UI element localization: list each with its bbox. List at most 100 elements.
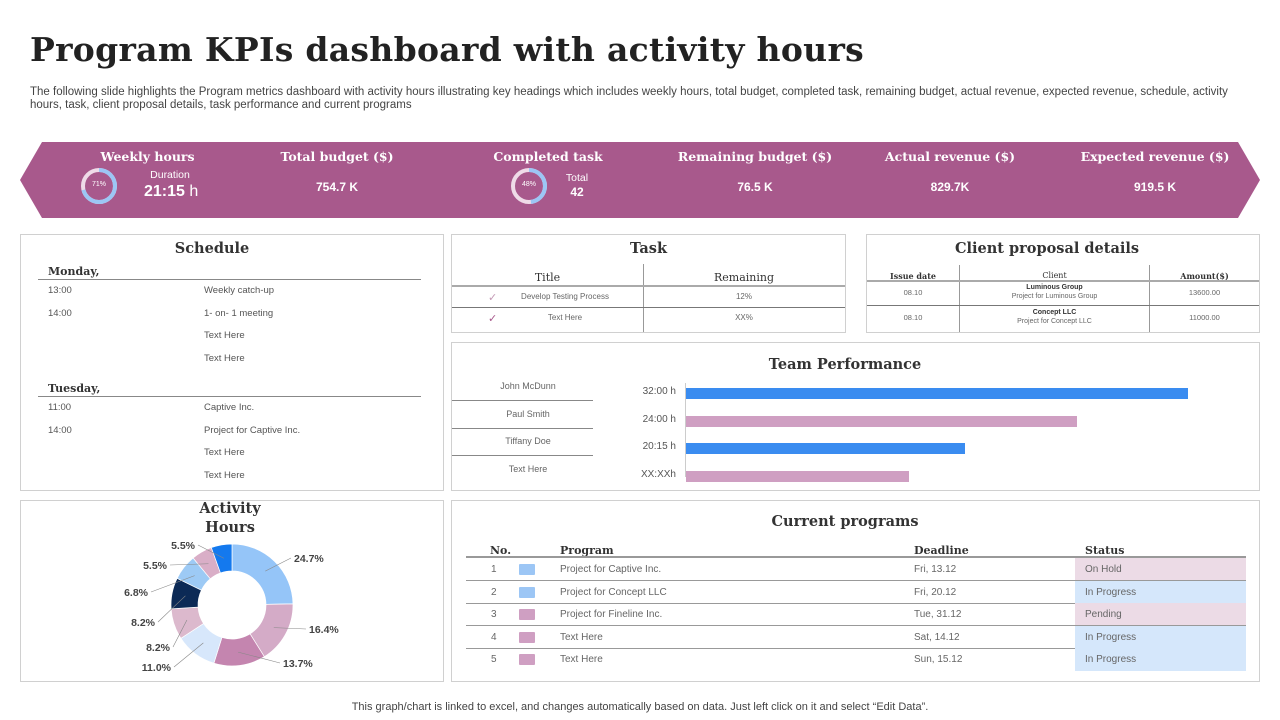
schedule-time: 14:00 [48,307,72,319]
donut-leader-line [157,595,186,623]
program-no: 4 [491,631,497,643]
team-bar-label: XX:XXh [640,468,676,480]
task-row-title[interactable]: Develop Testing Process [521,292,609,301]
kpi-banner [20,142,1260,218]
donut-data-label: 5.5% [171,540,196,552]
client-header-amount: Amount($) [1180,271,1229,281]
donut-data-label: 16.4% [309,624,339,636]
donut-leader-line [265,557,292,572]
duration-value: 21:15 h [144,183,198,201]
program-deadline: Tue, 31.12 [914,609,962,620]
briefcase-icon [519,609,535,620]
total-label: Total [565,172,589,184]
program-deadline: Fri, 20.12 [914,586,957,598]
briefcase-icon [519,586,535,598]
client-row-name: Concept LLC [1032,309,1077,316]
team-member-name: John McDunn [500,381,556,391]
team-bar-label: 24:00 h [642,413,676,425]
page-title: Program KPIs dashboard with activity hou… [30,30,865,69]
briefcase-icon [519,654,535,665]
client-proposal-panel [866,234,1260,333]
kpi-actual-revenue-label: Actual revenue ($) [884,149,1016,164]
total-value: 42 [570,185,584,199]
schedule-item[interactable]: Text Here [204,352,245,364]
kpi-expected-revenue-value: 919.5 K [1133,180,1177,194]
status-badge: In Progress [1085,631,1137,643]
status-badge: In Progress [1085,586,1137,598]
kpi-weekly-hours-label: Weekly hours [100,149,195,164]
weekly-hours-ring-label: 71% [91,181,106,188]
client-header-date: Issue date [889,271,936,281]
current-programs-title: Current programs [771,513,919,530]
kpi-expected-revenue-label: Expected revenue ($) [1080,149,1230,164]
schedule-item[interactable]: Text Here [204,330,245,341]
status-badge: On Hold [1085,564,1122,575]
donut-data-label: 11.0% [142,662,172,674]
program-name[interactable]: Text Here [560,631,603,643]
program-no: 1 [491,564,497,575]
schedule-item[interactable]: Weekly catch-up [204,285,275,296]
donut-leader-line [197,544,224,559]
activity-hours-donut: 24.7% 16.4% 13.7% 11.0% 8.2% 8.2% 6.8% 5.5%5.5% [124,540,339,674]
program-no: 5 [491,654,497,665]
schedule-item[interactable]: 1- on- 1 meeting [204,307,274,319]
donut-leader-line [273,627,307,630]
task-row-remaining: XX% [735,313,753,322]
team-member-name: Text Here [508,463,548,474]
schedule-day: Monday, [48,265,100,278]
footer-note: This graph/chart is linked to excel, and… [351,701,929,713]
task-header-remaining: Remaining [713,271,775,284]
donut-data-label: 5.5% [143,560,168,572]
program-name[interactable]: Project for Fineline Inc. [560,609,663,620]
programs-header-deadline: Deadline [914,544,969,557]
briefcase-icon [519,564,535,575]
kpi-remaining-budget-value: 76.5 K [737,180,773,194]
schedule-time: 11:00 [48,402,72,413]
program-name[interactable]: Project for Captive Inc. [560,564,662,575]
kpi-completed-task-label: Completed task [493,149,603,164]
donut-data-label: 24.7% [294,553,324,565]
program-name[interactable]: Text Here [560,654,603,665]
client-proposal-title: Client proposal details [954,240,1140,257]
team-bar [686,415,1077,427]
schedule-item[interactable]: Text Here [204,447,245,458]
check-icon: ✓ [488,313,498,325]
client-row-project: Project for Luminous Group [1011,293,1098,300]
check-icon: ✓ [488,292,498,304]
programs-header-program: Program [560,544,614,557]
team-performance-title: Team Performance [768,356,922,373]
duration-unit: h [189,183,199,200]
weekly-hours-ring [81,168,117,204]
activity-hours-title: Activity Hours [199,500,261,536]
schedule-time: 14:00 [48,424,72,436]
team-bar [686,388,1188,399]
donut-leader-line [169,563,209,566]
donut-data-label: 8.2% [146,642,171,654]
donut-slice [210,543,233,574]
team-member-name: Paul Smith [506,408,550,419]
schedule-time: 13:00 [48,285,72,296]
program-no: 2 [491,586,497,598]
donut-data-label: 6.8% [124,587,149,599]
donut-data-label: 13.7% [283,658,313,670]
team-member-name: Tiffany Doe [505,436,551,446]
team-bar [686,443,966,454]
briefcase-icon [519,631,535,643]
client-row-amount: 11000.00 [1189,313,1220,322]
team-bar-label: 32:00 h [642,386,676,397]
team-bar-label: 20:15 h [642,441,676,452]
donut-leader-line [172,619,188,648]
task-row-remaining: 12% [735,292,752,301]
client-row-date: 08.10 [903,313,923,322]
kpi-total-budget-value: 754.7 K [315,180,359,194]
schedule-day: Tuesday, [48,382,101,395]
schedule-item[interactable]: Captive Inc. [204,402,255,413]
task-row-title[interactable]: Text Here [547,313,583,322]
client-row-project: Project for Concept LLC [1017,318,1092,325]
program-name[interactable]: Project for Concept LLC [560,586,667,598]
program-no: 3 [491,609,497,620]
schedule-item[interactable]: Text Here [204,469,245,481]
schedule-item[interactable]: Project for Captive Inc. [204,424,301,436]
donut-leader-line [238,651,281,664]
kpi-remaining-budget-label: Remaining budget ($) [677,149,833,164]
